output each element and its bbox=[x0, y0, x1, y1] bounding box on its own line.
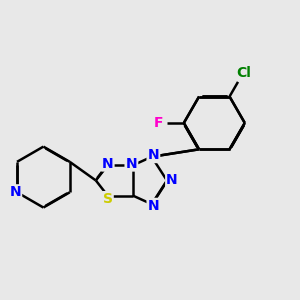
Text: N: N bbox=[148, 199, 159, 213]
Text: S: S bbox=[103, 192, 113, 206]
Text: N: N bbox=[148, 148, 159, 162]
Text: N: N bbox=[166, 173, 178, 188]
Text: Cl: Cl bbox=[236, 65, 251, 80]
Text: N: N bbox=[126, 157, 137, 170]
Text: N: N bbox=[102, 157, 113, 170]
Text: F: F bbox=[154, 116, 163, 130]
Text: N: N bbox=[10, 185, 21, 199]
